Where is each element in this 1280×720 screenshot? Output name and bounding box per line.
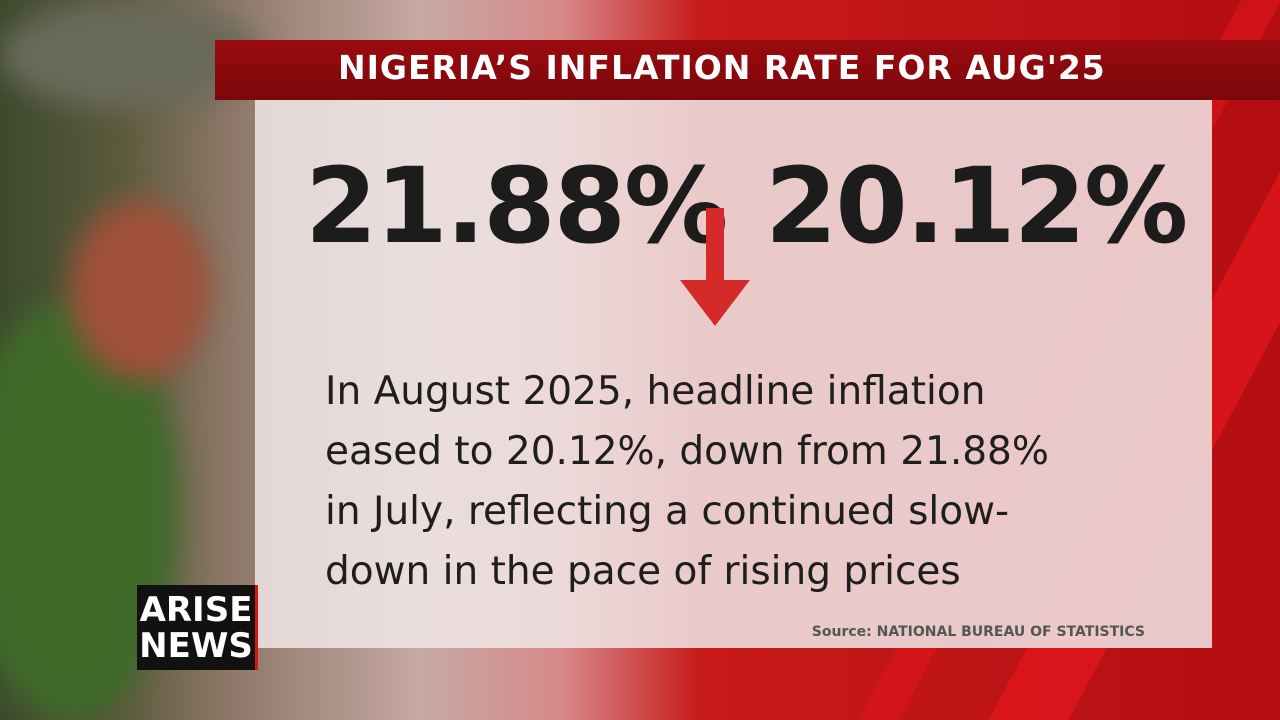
- logo-bottom: NEWS: [139, 626, 253, 666]
- body-line: in July, reflecting a continued slow-: [325, 489, 1010, 534]
- logo-top: ARISE: [139, 590, 253, 630]
- produce: [70, 200, 210, 380]
- panel: [255, 100, 1212, 648]
- previous-rate: 21.88%: [305, 145, 728, 267]
- down-arrow: [680, 208, 750, 326]
- body-text: In August 2025, headline inflation eased…: [325, 362, 1049, 602]
- body-line: In August 2025, headline inflation: [325, 369, 986, 414]
- source: Source: NATIONAL BUREAU OF STATISTICS: [811, 624, 1145, 640]
- current-rate: 20.12%: [765, 145, 1188, 267]
- body-line: eased to 20.12%, down from 21.88%: [325, 429, 1049, 474]
- title: NIGERIA’S INFLATION RATE FOR AUG'25: [338, 48, 1106, 87]
- body-line: down in the pace of rising prices: [325, 549, 961, 594]
- title-bar: [215, 40, 1280, 100]
- logo: ARISE NEWS: [137, 585, 258, 670]
- arrow-shape: [680, 208, 750, 326]
